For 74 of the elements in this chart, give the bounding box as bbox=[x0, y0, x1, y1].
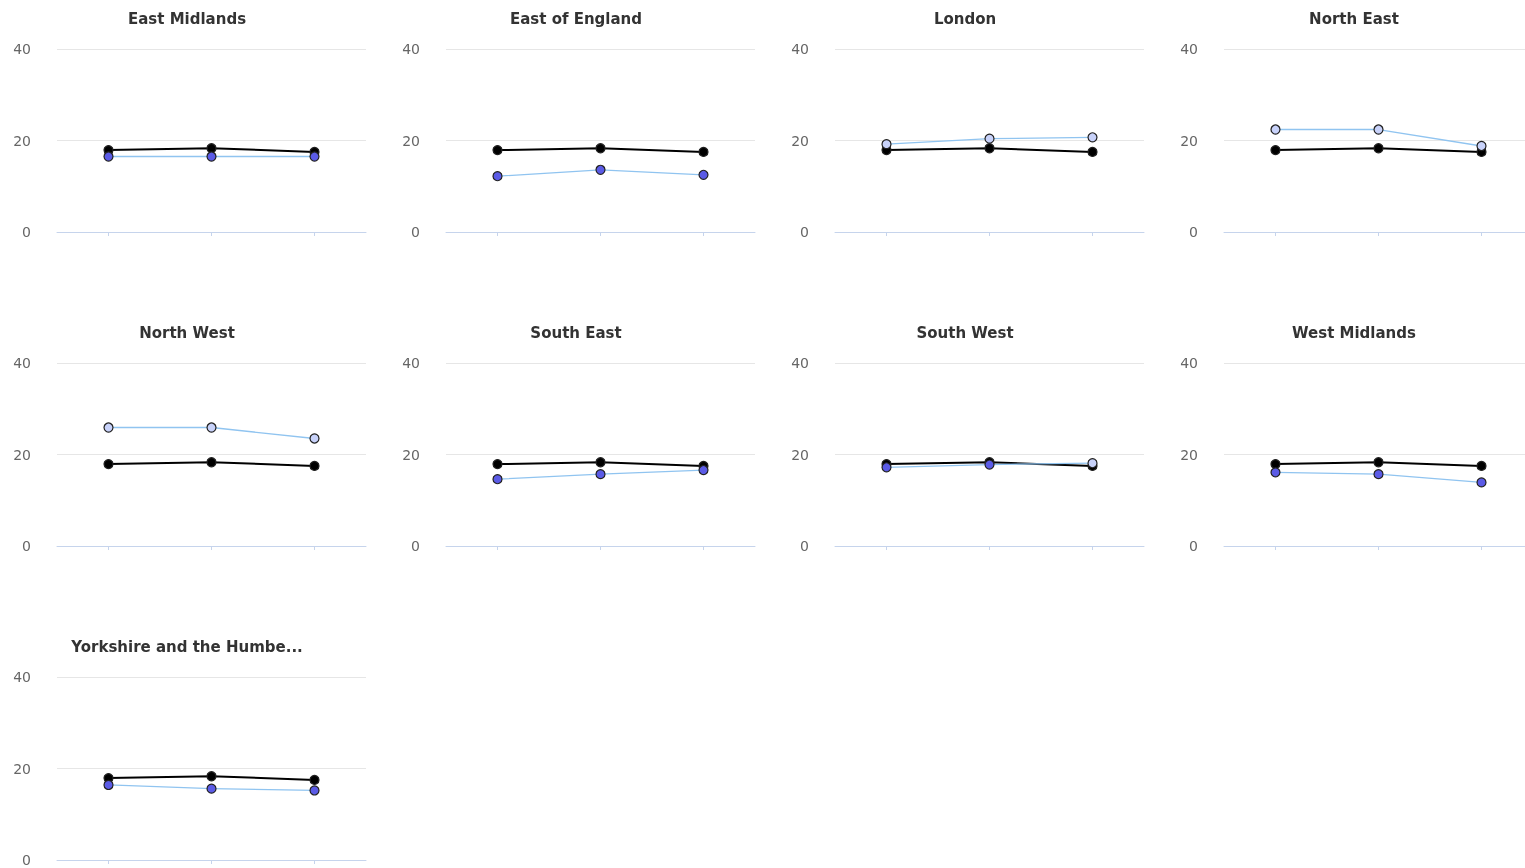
y-tick-label: 0 bbox=[1189, 224, 1198, 240]
point bbox=[492, 171, 503, 182]
point bbox=[984, 133, 995, 144]
y-tick-label: 20 bbox=[13, 446, 31, 463]
chart-title: London bbox=[933, 9, 997, 28]
point bbox=[492, 459, 503, 470]
point bbox=[698, 169, 709, 180]
chart-title: North East bbox=[1309, 9, 1399, 28]
y-tick-label: 40 bbox=[1180, 355, 1198, 371]
point bbox=[1476, 140, 1487, 152]
point bbox=[1270, 124, 1281, 135]
point bbox=[309, 460, 320, 472]
y-tick-label: 20 bbox=[402, 132, 420, 149]
y-tick-label: 20 bbox=[791, 446, 809, 463]
y-tick-label: 40 bbox=[791, 41, 809, 57]
point bbox=[206, 771, 217, 782]
y-tick-label: 0 bbox=[800, 538, 809, 554]
point bbox=[492, 474, 503, 485]
point bbox=[595, 469, 606, 480]
y-tick-label: 0 bbox=[411, 224, 420, 240]
y-tick-label: 0 bbox=[800, 224, 809, 240]
point bbox=[595, 143, 606, 154]
chart-title: South West bbox=[916, 323, 1014, 342]
point bbox=[1373, 143, 1384, 154]
chart-title: Yorkshire and the Humbe... bbox=[70, 637, 303, 656]
point bbox=[206, 457, 217, 468]
point bbox=[1373, 457, 1384, 468]
y-tick-label: 40 bbox=[13, 41, 31, 57]
y-tick-label: 20 bbox=[402, 446, 420, 463]
point bbox=[103, 422, 114, 433]
point bbox=[984, 143, 995, 154]
chart-title: North West bbox=[139, 323, 235, 342]
y-tick-label: 20 bbox=[791, 132, 809, 149]
point bbox=[1270, 459, 1281, 470]
point bbox=[1087, 146, 1098, 158]
point bbox=[206, 422, 217, 433]
point bbox=[698, 146, 709, 158]
point bbox=[309, 774, 320, 786]
point bbox=[103, 779, 114, 791]
y-tick-label: 40 bbox=[791, 355, 809, 371]
point bbox=[1373, 469, 1384, 480]
y-tick-label: 40 bbox=[13, 355, 31, 371]
y-tick-label: 20 bbox=[13, 760, 31, 777]
point bbox=[698, 464, 709, 476]
point bbox=[595, 164, 606, 175]
y-tick-label: 0 bbox=[22, 852, 31, 868]
chart-title: West Midlands bbox=[1292, 323, 1417, 342]
y-tick-label: 20 bbox=[1180, 132, 1198, 149]
point bbox=[881, 139, 892, 150]
point bbox=[492, 145, 503, 156]
point bbox=[206, 783, 217, 794]
point bbox=[1476, 477, 1487, 488]
y-tick-label: 40 bbox=[13, 669, 31, 685]
y-tick-label: 20 bbox=[13, 132, 31, 149]
point bbox=[103, 459, 114, 470]
point bbox=[309, 433, 320, 444]
y-tick-label: 0 bbox=[22, 538, 31, 554]
point bbox=[1270, 467, 1281, 478]
y-tick-label: 40 bbox=[402, 41, 420, 57]
y-tick-label: 0 bbox=[1189, 538, 1198, 554]
y-tick-label: 0 bbox=[411, 538, 420, 554]
point bbox=[1270, 145, 1281, 156]
chart-title: East of England bbox=[509, 9, 643, 28]
point bbox=[309, 785, 320, 796]
point bbox=[1087, 132, 1098, 143]
point bbox=[1476, 460, 1487, 472]
y-tick-label: 40 bbox=[402, 355, 420, 371]
chart-title: East Midlands bbox=[127, 9, 247, 28]
y-tick-label: 0 bbox=[22, 224, 31, 240]
y-tick-label: 20 bbox=[1180, 446, 1198, 463]
y-tick-label: 40 bbox=[1180, 41, 1198, 57]
point bbox=[595, 457, 606, 468]
chart-title: South East bbox=[530, 323, 622, 342]
point bbox=[1373, 124, 1384, 135]
